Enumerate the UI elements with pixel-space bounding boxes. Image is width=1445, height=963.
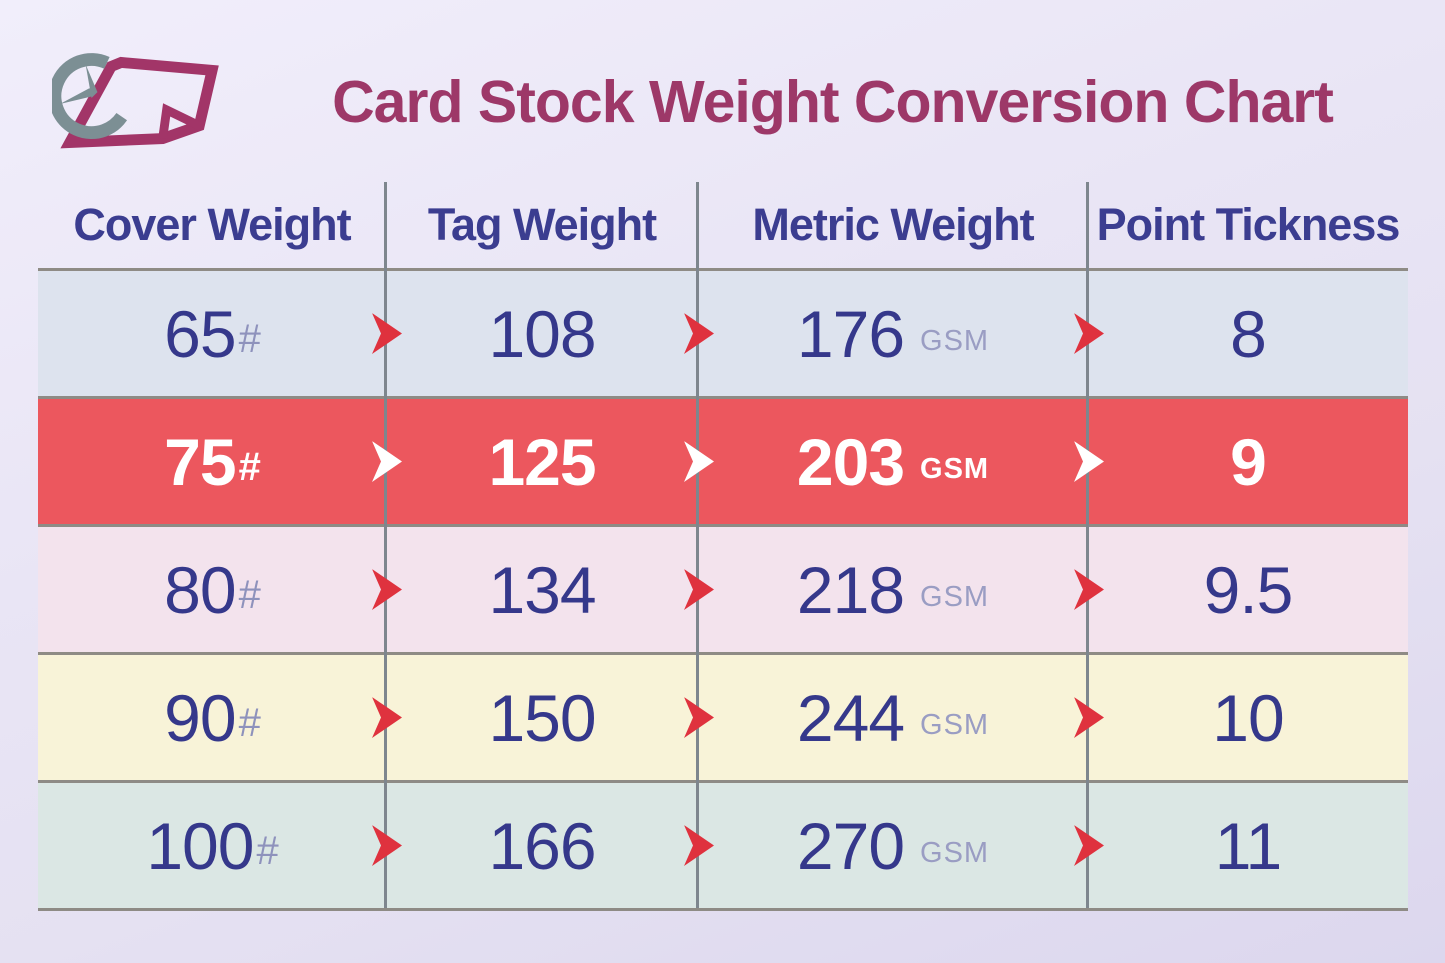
cell-tag-weight: 125 <box>386 399 714 524</box>
cover-value: 65 <box>164 296 236 371</box>
pound-suffix: # <box>238 445 261 489</box>
cell-metric-weight: 244 GSM <box>698 655 1104 780</box>
cell-tag-weight: 108 <box>386 271 714 396</box>
table-row: 80 # 134 218 GSM 9.5 <box>38 524 1408 652</box>
table-row: 65 # 108 176 GSM 8 <box>38 268 1408 396</box>
gsm-unit: GSM <box>920 837 990 869</box>
cell-metric-weight: 270 GSM <box>698 783 1104 908</box>
point-value: 8 <box>1230 296 1267 371</box>
column-divider <box>384 182 387 908</box>
cell-metric-weight: 203 GSM <box>698 399 1104 524</box>
cell-point-tickness: 8 <box>1088 271 1408 396</box>
cell-cover-weight: 80 # <box>38 527 402 652</box>
clock-paper-logo <box>52 53 219 149</box>
point-value: 11 <box>1214 808 1283 883</box>
pound-suffix: # <box>256 829 278 873</box>
cover-value: 100 <box>146 808 254 883</box>
cell-cover-weight: 100 # <box>38 783 402 908</box>
cell-tag-weight: 150 <box>386 655 714 780</box>
tag-value: 166 <box>488 808 596 883</box>
tag-value: 134 <box>488 552 596 627</box>
metric-value: 176 <box>796 296 905 371</box>
metric-value: 270 <box>796 808 905 883</box>
column-header-metric-weight: Metric Weight <box>752 199 1034 250</box>
table-header-row: Cover Weight Tag Weight Metric Weight Po… <box>38 182 1408 268</box>
gsm-unit: GSM <box>920 709 990 741</box>
tag-value: 108 <box>488 296 596 371</box>
column-divider <box>696 182 699 908</box>
column-header-tag-weight: Tag Weight <box>427 199 657 250</box>
pound-suffix: # <box>238 317 261 361</box>
cell-point-tickness: 10 <box>1088 655 1408 780</box>
cell-point-tickness: 11 <box>1088 783 1408 908</box>
point-value: 9.5 <box>1203 552 1294 627</box>
metric-value: 203 <box>796 424 905 499</box>
gsm-unit: GSM <box>920 325 990 357</box>
pound-suffix: # <box>238 573 261 617</box>
cell-cover-weight: 65 # <box>38 271 402 396</box>
cell-point-tickness: 9 <box>1088 399 1408 524</box>
point-value: 9 <box>1230 424 1267 499</box>
page-title: Card Stock Weight Conversion Chart <box>332 69 1334 135</box>
cell-tag-weight: 166 <box>386 783 714 908</box>
clock-icon <box>52 53 135 140</box>
gsm-unit: GSM <box>920 453 990 485</box>
cell-cover-weight: 90 # <box>38 655 402 780</box>
column-divider <box>1086 182 1089 908</box>
cell-cover-weight: 75 # <box>38 399 402 524</box>
cover-value: 90 <box>164 680 236 755</box>
table-row: 90 # 150 244 GSM 10 <box>38 652 1408 780</box>
metric-value: 218 <box>796 552 905 627</box>
cell-tag-weight: 134 <box>386 527 714 652</box>
metric-value: 244 <box>796 680 905 755</box>
cell-metric-weight: 176 GSM <box>698 271 1104 396</box>
pound-suffix: # <box>238 701 261 745</box>
conversion-table: Cover Weight Tag Weight Metric Weight Po… <box>38 182 1408 911</box>
column-header-point-tickness: Point Tickness <box>1096 199 1401 250</box>
cell-metric-weight: 218 GSM <box>698 527 1104 652</box>
cell-point-tickness: 9.5 <box>1088 527 1408 652</box>
tag-value: 150 <box>488 680 596 755</box>
gsm-unit: GSM <box>920 581 990 613</box>
paper-outline <box>60 56 219 149</box>
tag-value: 125 <box>488 424 596 499</box>
table-row: 100 # 166 270 GSM 11 <box>38 780 1408 908</box>
point-value: 10 <box>1212 680 1284 755</box>
cover-value: 75 <box>164 424 236 499</box>
cover-value: 80 <box>164 552 236 627</box>
column-header-cover-weight: Cover Weight <box>73 199 351 250</box>
table-row-highlighted: 75 # 125 203 GSM 9 <box>38 396 1408 524</box>
